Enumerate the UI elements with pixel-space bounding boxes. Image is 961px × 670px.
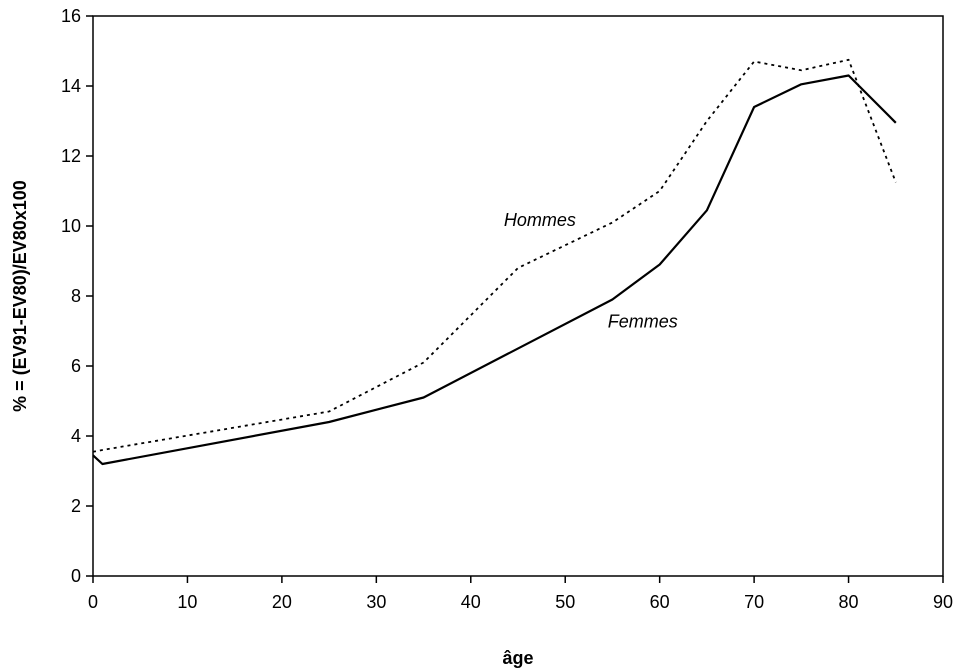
series-line-hommes bbox=[92, 58, 897, 453]
y-tick-label: 2 bbox=[71, 496, 81, 516]
x-tick-label: 10 bbox=[177, 592, 197, 612]
x-tick-label: 20 bbox=[272, 592, 292, 612]
x-tick-label: 50 bbox=[555, 592, 575, 612]
series-line-femmes bbox=[92, 74, 897, 466]
y-tick-label: 14 bbox=[61, 76, 81, 96]
y-tick-label: 16 bbox=[61, 6, 81, 26]
series-label-hommes: Hommes bbox=[504, 210, 576, 230]
y-axis-label: % = (EV91-EV80)/EV80x100 bbox=[10, 180, 30, 412]
x-tick-label: 80 bbox=[839, 592, 859, 612]
y-axis-ticks: 0 2 4 6 8 10 12 14 16 bbox=[61, 6, 93, 586]
series-layer bbox=[92, 58, 897, 466]
x-axis-label: âge bbox=[502, 648, 533, 668]
x-tick-label: 70 bbox=[744, 592, 764, 612]
x-tick-label: 0 bbox=[88, 592, 98, 612]
y-tick-label: 6 bbox=[71, 356, 81, 376]
x-tick-label: 30 bbox=[366, 592, 386, 612]
x-tick-label: 90 bbox=[933, 592, 953, 612]
y-tick-label: 0 bbox=[71, 566, 81, 586]
x-axis-ticks: 0 10 20 30 40 50 60 70 80 90 bbox=[88, 576, 953, 612]
series-label-femmes: Femmes bbox=[608, 312, 678, 332]
annotation-layer: Hommes Femmes bbox=[504, 210, 678, 332]
plot-area-frame bbox=[92, 15, 944, 577]
y-tick-label: 10 bbox=[61, 216, 81, 236]
y-tick-label: 8 bbox=[71, 286, 81, 306]
x-tick-label: 40 bbox=[461, 592, 481, 612]
x-tick-label: 60 bbox=[650, 592, 670, 612]
y-tick-label: 4 bbox=[71, 426, 81, 446]
y-tick-label: 12 bbox=[61, 146, 81, 166]
